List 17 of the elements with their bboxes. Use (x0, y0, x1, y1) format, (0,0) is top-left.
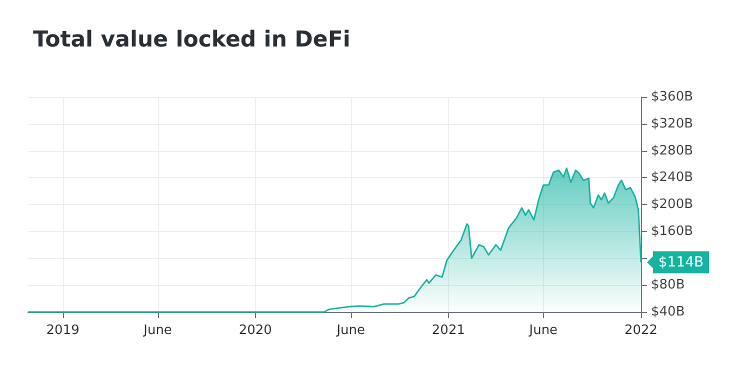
y-tick-label: $360B (651, 90, 694, 104)
y-tick-label: $40B (651, 304, 685, 320)
x-tick-label: 2020 (238, 323, 272, 338)
y-tick-label: $200B (651, 197, 694, 212)
y-tick-label: $160B (651, 224, 694, 239)
y-tick-label: $320B (651, 116, 694, 132)
y-tick-label: $280B (651, 143, 694, 158)
y-tick-label: $240B (651, 170, 694, 186)
y-tick-label: $80B (651, 278, 685, 293)
x-tick-label: June (528, 323, 558, 338)
x-tick-label: 2022 (624, 323, 658, 338)
x-tick-label: 2021 (432, 323, 465, 338)
x-tick-label: June (336, 323, 366, 338)
annotation: $114B (658, 254, 704, 270)
chart-title: Total value locked in DeFi (33, 28, 350, 52)
x-tick-label: 2019 (46, 323, 80, 338)
x-tick-label: June (142, 323, 172, 338)
